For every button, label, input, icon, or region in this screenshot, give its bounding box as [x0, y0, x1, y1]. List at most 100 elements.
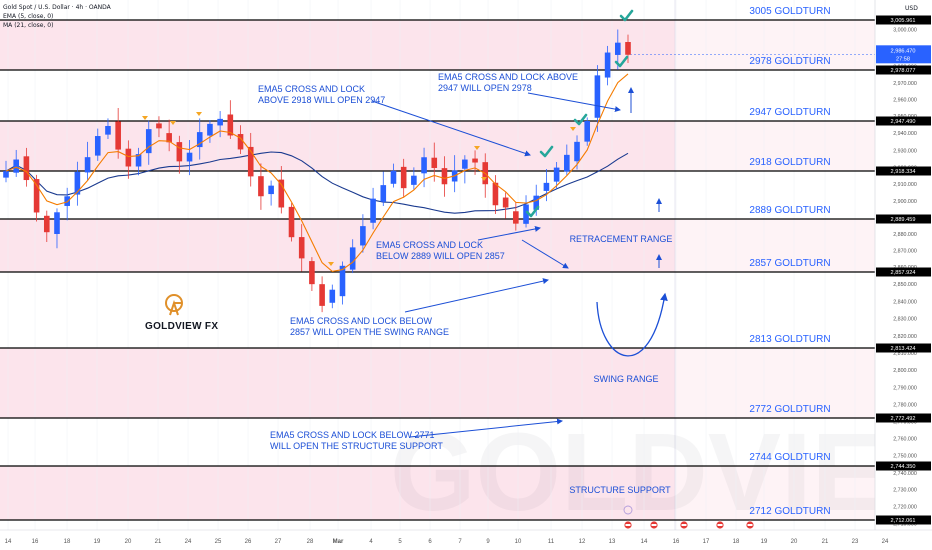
candle-body[interactable] — [115, 121, 121, 150]
candle-body[interactable] — [84, 157, 91, 173]
candle-body[interactable] — [411, 175, 417, 185]
candle-body[interactable] — [421, 157, 427, 174]
candle-body[interactable] — [533, 195, 540, 210]
time-axis[interactable] — [0, 530, 932, 550]
zone-label: RETRACEMENT RANGE — [570, 234, 673, 244]
candle-body[interactable] — [574, 141, 580, 162]
candle-body[interactable] — [441, 168, 448, 185]
ma-legend[interactable]: MA (21, close, 0) — [3, 22, 54, 29]
candle-body[interactable] — [400, 166, 407, 189]
candle-body[interactable] — [329, 289, 336, 303]
annotation-text: WILL OPEN THE STRUCTURE SUPPORT — [270, 441, 443, 451]
candle-body[interactable] — [105, 125, 111, 135]
time-tick-label: 13 — [609, 539, 616, 545]
time-tick-label: 17 — [703, 539, 710, 545]
candle-body[interactable] — [380, 185, 387, 202]
candle-body[interactable] — [339, 265, 346, 297]
candle-body[interactable] — [615, 42, 621, 55]
time-tick-label: 21 — [822, 539, 829, 545]
candle-body[interactable] — [360, 226, 366, 246]
candle-body[interactable] — [472, 158, 478, 163]
candle-body[interactable] — [625, 42, 631, 55]
candle-body[interactable] — [13, 159, 19, 173]
candle-body[interactable] — [227, 114, 234, 136]
annotation-arrow — [404, 278, 549, 313]
candle-body[interactable] — [309, 261, 315, 285]
annotation-text: BELOW 2889 WILL OPEN 2857 — [376, 251, 505, 261]
candle-body[interactable] — [54, 212, 60, 234]
candle-body[interactable] — [258, 176, 264, 197]
candle-body[interactable] — [237, 134, 244, 150]
candle-body[interactable] — [288, 206, 295, 238]
candle-body[interactable] — [156, 123, 162, 129]
candle-body[interactable] — [553, 167, 560, 182]
signal-marker-icon — [328, 262, 334, 266]
candle-body[interactable] — [207, 123, 213, 136]
annotation-text: EMA5 CROSS AND LOCK BELOW — [290, 316, 433, 326]
chart-title: Gold Spot / U.S. Dollar · 4h · OANDA — [3, 4, 111, 11]
time-tick-label: 6 — [428, 539, 432, 545]
zone-label: SWING RANGE — [593, 374, 658, 384]
candle-body[interactable] — [319, 284, 325, 306]
candle-body[interactable] — [64, 196, 70, 206]
candle-body[interactable] — [43, 215, 50, 233]
ema-legend[interactable]: EMA (5, close, 0) — [3, 13, 54, 20]
price-tick-label: 2,750.000 — [893, 454, 917, 460]
candle-body[interactable] — [145, 129, 152, 154]
candle-body[interactable] — [135, 154, 142, 167]
candle-body[interactable] — [390, 170, 397, 184]
candle-body[interactable] — [543, 182, 550, 191]
check-icon — [619, 9, 634, 22]
candle-body[interactable] — [217, 118, 223, 126]
time-tick-label: 19 — [94, 539, 101, 545]
candle-body[interactable] — [196, 132, 203, 148]
level-price-tag-text: 2,744.350 — [891, 464, 916, 470]
candle-body[interactable] — [23, 156, 30, 181]
candle-body[interactable] — [584, 121, 591, 142]
level-price-tag-text: 3,005.961 — [891, 18, 916, 24]
ema5-line — [5, 73, 629, 272]
candle-body[interactable] — [186, 152, 193, 162]
candle-body[interactable] — [462, 159, 468, 169]
candle-body[interactable] — [3, 171, 9, 178]
candle-body[interactable] — [166, 133, 172, 143]
time-tick-label: 24 — [185, 539, 192, 545]
candle-body[interactable] — [523, 204, 529, 224]
signal-marker-icon — [474, 146, 480, 150]
lightning-event-icon[interactable] — [623, 505, 633, 515]
candle-body[interactable] — [94, 136, 101, 156]
candle-body[interactable] — [176, 142, 183, 162]
candle-body[interactable] — [298, 237, 305, 259]
signal-marker-icon — [481, 177, 487, 181]
candle-body[interactable] — [349, 247, 356, 270]
price-tick-label: 2,960.000 — [893, 98, 917, 104]
candle-body[interactable] — [492, 182, 499, 206]
goldview-logo-mark — [169, 299, 181, 316]
candle-body[interactable] — [564, 154, 570, 172]
price-tick-label: 2,820.000 — [893, 334, 917, 340]
event-flag-stripe — [681, 524, 687, 526]
candle-body[interactable] — [431, 157, 438, 168]
candle-body[interactable] — [278, 179, 285, 208]
level-price-tag-text: 2,712.061 — [891, 518, 916, 524]
current-price-tag[interactable] — [876, 45, 931, 64]
candle-body[interactable] — [247, 146, 254, 177]
level-price-tag — [876, 267, 931, 277]
annotation-text: EMA5 CROSS AND LOCK — [376, 240, 483, 250]
time-tick-label: 27 — [275, 539, 282, 545]
candle-body[interactable] — [370, 198, 376, 223]
time-tick-label: 14 — [5, 539, 12, 545]
price-tick-label: 2,970.000 — [893, 81, 917, 87]
candle-body[interactable] — [74, 171, 81, 195]
candle-body[interactable] — [513, 211, 519, 224]
price-axis[interactable] — [875, 0, 932, 530]
swing-curve-arrow — [596, 292, 668, 357]
candle-body[interactable] — [33, 179, 40, 213]
watermark: GOLDVIEW — [390, 411, 932, 534]
candle-body[interactable] — [604, 52, 611, 78]
candle-body[interactable] — [594, 75, 601, 118]
candle-body[interactable] — [125, 148, 132, 167]
candle-body[interactable] — [502, 197, 509, 208]
candle-body[interactable] — [268, 185, 274, 195]
